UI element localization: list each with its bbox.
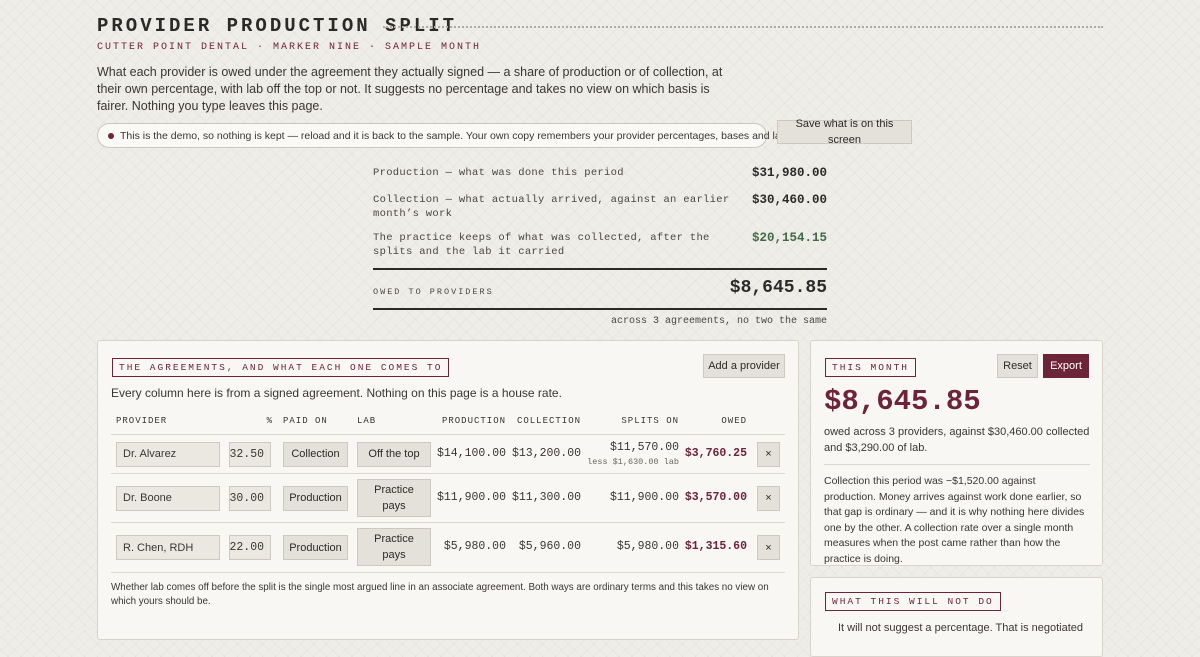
remove-button[interactable]: ×: [757, 485, 780, 511]
percent-input[interactable]: 30.00: [229, 485, 271, 511]
provider-input[interactable]: R. Chen, RDH: [116, 535, 220, 560]
lab-button[interactable]: Off the top: [357, 441, 431, 467]
summary-value: $30,460.00: [751, 193, 827, 207]
agreements-tag: THE AGREEMENTS, AND WHAT EACH ONE COMES …: [112, 358, 450, 377]
month-total: $8,645.85: [824, 385, 981, 418]
this-month-tag: THIS MONTH: [825, 358, 917, 377]
summary-rule: [373, 268, 827, 270]
production: $5,980.00: [443, 540, 506, 553]
column-header: %: [266, 416, 273, 426]
month-explanation: Collection this period was −$1,520.00 ag…: [824, 475, 1085, 565]
collection: $11,300.00: [511, 490, 581, 504]
owed-note: across 3 agreements, no two the same: [610, 316, 827, 327]
owed: $3,570.00: [684, 490, 747, 504]
paid-on-button[interactable]: Production: [283, 535, 348, 560]
owed-label: OWED TO PROVIDERS: [373, 287, 494, 297]
agreements-footnote: Whether lab comes off before the split i…: [111, 582, 769, 607]
column-header: PAID ON: [283, 416, 328, 426]
save-button[interactable]: Save what is on this screen: [777, 118, 912, 146]
provider-input[interactable]: Dr. Boone: [116, 485, 220, 511]
export-button[interactable]: Export: [1043, 354, 1089, 378]
summary-label: Collection — what actually arrived, agai…: [373, 194, 730, 220]
provider-input[interactable]: Dr. Alvarez: [116, 441, 220, 467]
splits-note: less $1,630.00 lab: [587, 456, 679, 467]
will-not-panel: [810, 577, 1103, 657]
owed: $3,760.25: [684, 446, 747, 460]
subtitle: CUTTER POINT DENTAL · MARKER NINE · SAMP…: [97, 42, 482, 53]
will-not-text: It will not suggest a percentage. That i…: [838, 622, 1084, 634]
production: $11,900.00: [436, 490, 506, 504]
owed-value: $8,645.85: [729, 278, 827, 298]
row-separator: [111, 522, 785, 523]
summary-value: $20,154.15: [751, 231, 827, 245]
column-header: SPLITS ON: [621, 416, 679, 426]
collection: $13,200.00: [511, 446, 581, 460]
column-header: PRODUCTION: [441, 416, 506, 426]
lab-button[interactable]: Practice pays: [357, 528, 431, 566]
intro: What each provider is owed under the agr…: [97, 65, 723, 113]
column-header: OWED: [721, 416, 747, 426]
splits-on: $11,900.00: [609, 490, 679, 504]
title: PROVIDER PRODUCTION SPLIT: [97, 15, 458, 37]
summary-label: Production — what was done this period: [373, 167, 624, 179]
splits-on: $5,980.00: [616, 540, 679, 553]
divider: [824, 464, 1090, 465]
remove-button[interactable]: ×: [757, 535, 780, 560]
summary-label: The practice keeps of what was collected…: [373, 232, 710, 258]
owed: $1,315.60: [684, 540, 747, 553]
title-rule: [383, 26, 1103, 28]
percent-input[interactable]: 22.00: [229, 535, 271, 560]
column-header: COLLECTION: [516, 416, 581, 426]
row-separator: [111, 572, 785, 573]
production: $14,100.00: [436, 446, 506, 460]
paid-on-button[interactable]: Collection: [283, 441, 348, 467]
month-summary: owed across 3 providers, against $30,460…: [824, 426, 1090, 454]
summary-rule: [373, 308, 827, 310]
lab-button[interactable]: Practice pays: [357, 478, 431, 517]
column-header: LAB: [357, 416, 377, 426]
will-not-tag: WHAT THIS WILL NOT DO: [825, 592, 1001, 611]
remove-button[interactable]: ×: [757, 441, 780, 467]
percent-input[interactable]: 32.50: [229, 441, 271, 467]
paid-on-button[interactable]: Production: [283, 485, 348, 511]
row-separator: [111, 434, 785, 435]
add-provider-button[interactable]: Add a provider: [703, 354, 785, 378]
splits-on: $11,570.00: [609, 440, 679, 454]
column-header: PROVIDER: [116, 416, 168, 426]
row-separator: [111, 473, 785, 474]
summary-value: $31,980.00: [751, 166, 827, 180]
demo-notice: This is the demo, so nothing is kept — r…: [97, 123, 815, 148]
reset-button[interactable]: Reset: [997, 354, 1038, 378]
collection: $5,960.00: [518, 540, 581, 553]
agreements-description: Every column here is from a signed agree…: [111, 386, 562, 400]
